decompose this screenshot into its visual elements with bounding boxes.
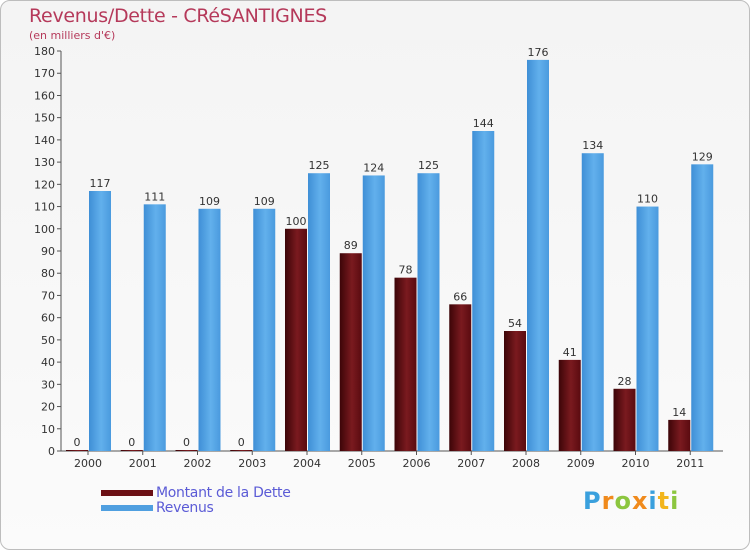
data-label: 110	[637, 193, 658, 206]
data-label: 117	[90, 177, 111, 190]
y-tick-label: 0	[48, 445, 55, 458]
data-label: 28	[618, 375, 632, 388]
y-tick-label: 30	[41, 378, 55, 391]
bar-dette	[285, 228, 307, 451]
x-tick-label: 2002	[184, 457, 212, 470]
data-label: 111	[144, 190, 165, 203]
y-tick-label: 40	[41, 356, 55, 369]
data-label: 0	[238, 436, 245, 449]
data-label: 54	[508, 317, 522, 330]
bar-dette	[66, 450, 88, 451]
chart-title: Revenus/Dette - CRéSANTIGNES	[29, 5, 327, 27]
x-tick-label: 2005	[348, 457, 376, 470]
data-label: 0	[74, 436, 81, 449]
legend-label-dette: Montant de la Dette	[156, 485, 291, 501]
data-label: 134	[582, 139, 603, 152]
bar-dette	[613, 388, 636, 451]
y-tick-label: 140	[34, 134, 55, 147]
bar-dette	[120, 450, 143, 451]
logo-letter: i	[648, 487, 658, 515]
bar-revenus	[143, 204, 166, 451]
x-tick-label: 2004	[293, 457, 321, 470]
bar-revenus	[417, 173, 440, 451]
x-tick-label: 2000	[74, 457, 102, 470]
x-tick-label: 2003	[238, 457, 266, 470]
bar-revenus	[253, 208, 276, 451]
y-tick-label: 170	[34, 67, 55, 80]
y-tick-label: 180	[34, 45, 55, 58]
y-tick-label: 120	[34, 178, 55, 191]
logo-letter: t	[657, 487, 671, 515]
data-label: 176	[528, 46, 549, 59]
data-label: 100	[286, 215, 307, 228]
bar-revenus	[198, 208, 221, 451]
bar-dette	[668, 419, 691, 451]
logo-letter: r	[601, 487, 615, 515]
proxiti-logo: Proxiti	[583, 487, 679, 515]
bar-dette	[504, 331, 526, 451]
legend-swatch-dette	[101, 490, 153, 496]
data-label: 129	[692, 150, 713, 163]
logo-letter: o	[614, 487, 632, 515]
y-tick-label: 90	[41, 245, 55, 258]
bar-revenus	[691, 164, 714, 452]
data-label: 109	[199, 195, 220, 208]
data-label: 0	[128, 436, 135, 449]
legend-label-revenus: Revenus	[156, 500, 214, 516]
logo-letter: x	[631, 487, 649, 515]
bar-dette	[339, 253, 362, 451]
data-label: 89	[344, 239, 358, 252]
y-tick-label: 80	[41, 267, 55, 280]
y-tick-label: 20	[41, 401, 55, 414]
y-tick-label: 10	[41, 423, 55, 436]
x-tick-label: 2006	[403, 457, 431, 470]
x-tick-label: 2010	[622, 457, 650, 470]
bar-dette	[558, 359, 581, 451]
x-tick-label: 2011	[676, 457, 704, 470]
y-tick-label: 150	[34, 112, 55, 125]
data-label: 125	[418, 159, 439, 172]
bar-revenus	[472, 131, 495, 451]
data-label: 125	[309, 159, 330, 172]
logo-letter: i	[670, 487, 680, 515]
y-tick-label: 130	[34, 156, 55, 169]
bar-dette	[175, 450, 198, 451]
x-tick-label: 2008	[512, 457, 540, 470]
bar-revenus	[89, 191, 111, 451]
bar-revenus	[362, 175, 385, 451]
data-label: 0	[183, 436, 190, 449]
bar-dette	[394, 277, 417, 451]
legend-swatch-revenus	[101, 505, 153, 511]
y-tick-label: 50	[41, 334, 55, 347]
bar-revenus	[527, 59, 549, 452]
bar-revenus	[308, 173, 330, 451]
data-label: 144	[473, 117, 494, 130]
x-tick-label: 2009	[567, 457, 595, 470]
y-tick-label: 70	[41, 289, 55, 302]
data-label: 109	[254, 195, 275, 208]
x-tick-label: 2001	[129, 457, 157, 470]
data-label: 124	[363, 161, 384, 174]
y-tick-label: 100	[34, 223, 55, 236]
data-label: 78	[399, 264, 413, 277]
data-label: 66	[453, 290, 467, 303]
bar-dette	[449, 304, 472, 451]
y-tick-label: 160	[34, 89, 55, 102]
bar-dette	[230, 450, 253, 451]
bar-revenus	[636, 206, 659, 451]
bar-revenus	[581, 153, 604, 451]
data-label: 14	[672, 406, 686, 419]
chart-subtitle: (en milliers d'€)	[29, 29, 116, 42]
y-tick-label: 60	[41, 312, 55, 325]
y-tick-label: 110	[34, 201, 55, 214]
logo-letter: P	[583, 487, 602, 515]
data-label: 41	[563, 346, 577, 359]
x-tick-label: 2007	[457, 457, 485, 470]
